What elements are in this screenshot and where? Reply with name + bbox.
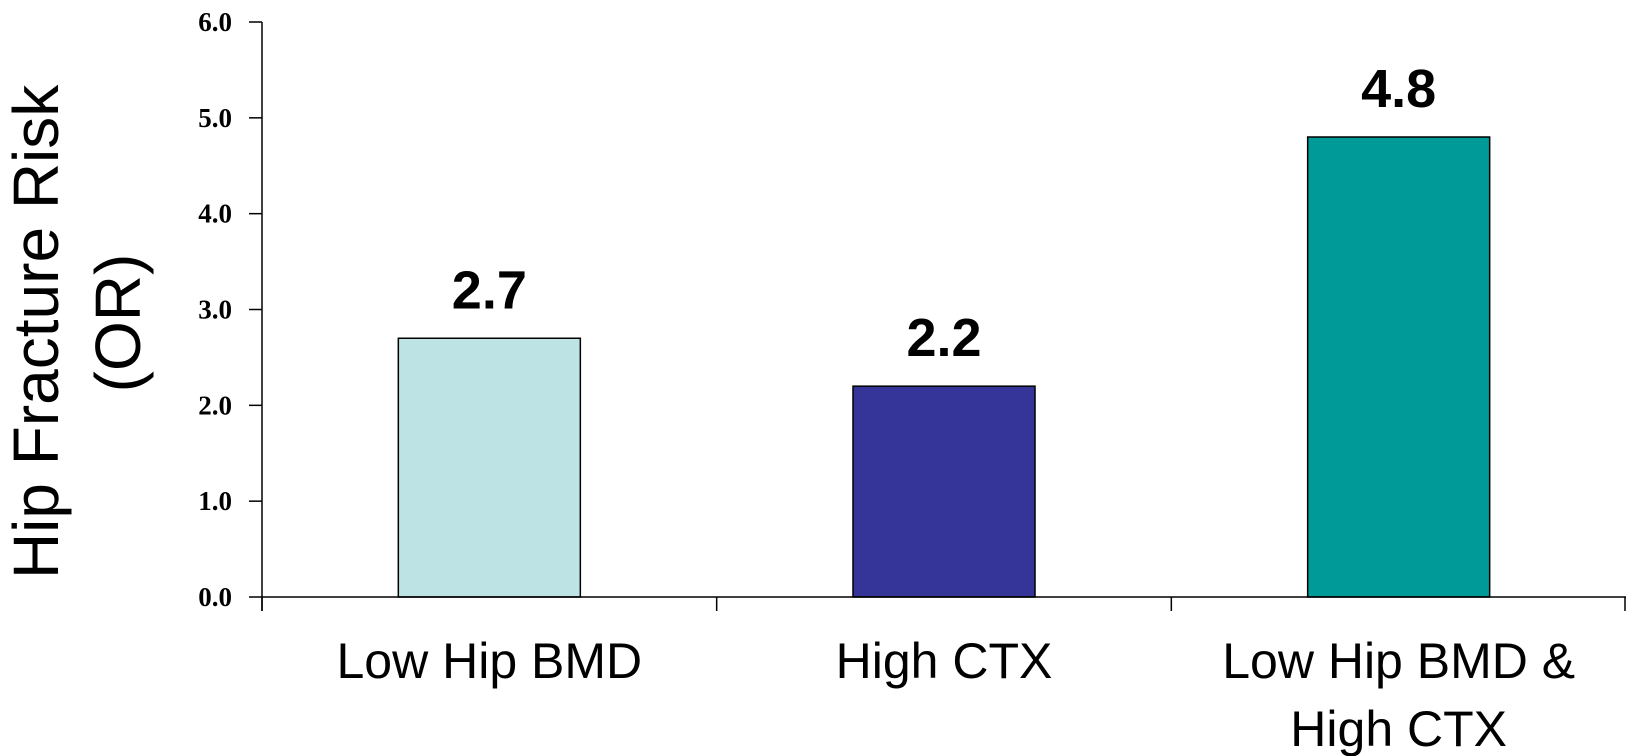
x-category-label: Low Hip BMD & High CTX	[1222, 633, 1575, 756]
x-category-label-line: High CTX	[1290, 701, 1507, 756]
x-category-label: High CTX	[836, 633, 1053, 689]
bars	[397, 136, 1491, 598]
y-tick-label: 3.0	[198, 295, 232, 325]
bar	[852, 385, 1036, 598]
x-category-label: Low Hip BMD	[337, 633, 643, 689]
y-axis-ticks: 0.0 1.0 2.0 3.0 4.0 5.0 6.0	[198, 7, 262, 612]
axes	[261, 22, 1626, 611]
y-tick-label: 2.0	[198, 390, 232, 420]
bar	[1306, 136, 1491, 598]
data-labels: 2.7 2.2 4.8	[452, 59, 1436, 368]
x-axis-category-labels: Low Hip BMD High CTX Low Hip BMD & High CTX	[337, 633, 1576, 756]
y-axis-label: Hip Fracture Risk (OR)	[0, 67, 154, 579]
y-tick-label: 0.0	[198, 582, 232, 612]
x-category-label-line: High CTX	[836, 633, 1053, 689]
y-tick-label: 1.0	[198, 486, 232, 516]
data-label: 2.2	[906, 308, 981, 368]
y-tick-label: 4.0	[198, 199, 232, 229]
y-axis-label-line-2: (OR)	[82, 254, 154, 393]
x-category-label-line: Low Hip BMD &	[1222, 633, 1575, 689]
x-category-label-line: Low Hip BMD	[337, 633, 643, 689]
y-tick-label: 5.0	[198, 103, 232, 133]
y-axis-label-line-1: Hip Fracture Risk	[0, 84, 72, 579]
y-tick-label: 6.0	[198, 7, 232, 37]
data-label: 4.8	[1361, 59, 1436, 119]
data-label: 2.7	[452, 260, 527, 320]
bar	[397, 337, 582, 598]
